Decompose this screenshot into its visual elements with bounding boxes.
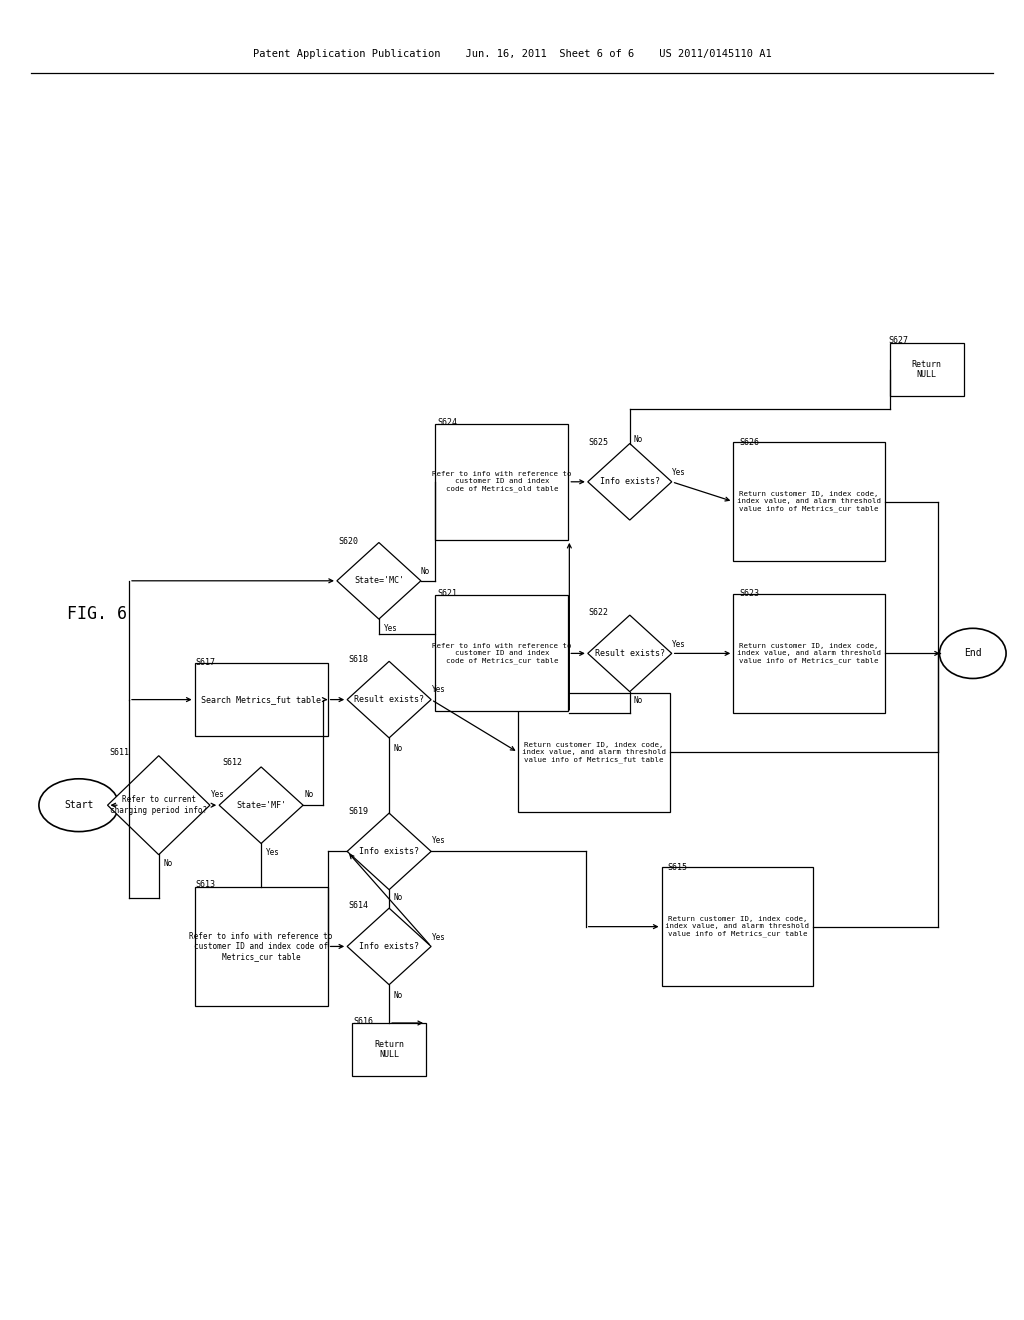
FancyBboxPatch shape <box>733 442 885 561</box>
FancyBboxPatch shape <box>518 693 670 812</box>
Text: Yes: Yes <box>672 469 686 477</box>
FancyBboxPatch shape <box>352 1023 426 1076</box>
Text: Result exists?: Result exists? <box>595 649 665 657</box>
Text: S625: S625 <box>589 438 609 446</box>
Text: Info exists?: Info exists? <box>600 478 659 486</box>
Text: S622: S622 <box>589 609 609 616</box>
Polygon shape <box>219 767 303 843</box>
Text: No: No <box>421 568 430 576</box>
Text: Return customer ID, index code,
index value, and alarm threshold
value info of M: Return customer ID, index code, index va… <box>522 742 666 763</box>
Text: Yes: Yes <box>432 933 446 941</box>
Text: S617: S617 <box>196 659 216 667</box>
Text: No: No <box>634 436 643 444</box>
FancyBboxPatch shape <box>435 595 568 711</box>
Text: S619: S619 <box>348 808 369 816</box>
Text: State='MC': State='MC' <box>354 577 403 585</box>
FancyBboxPatch shape <box>662 867 813 986</box>
Text: S615: S615 <box>668 863 688 871</box>
Text: End: End <box>964 648 982 659</box>
Text: Return customer ID, index code,
index value, and alarm threshold
value info of M: Return customer ID, index code, index va… <box>666 916 809 937</box>
Text: Result exists?: Result exists? <box>354 696 424 704</box>
Text: Refer to info with reference to
customer ID and index
code of Metrics_old table: Refer to info with reference to customer… <box>432 471 571 492</box>
Text: No: No <box>164 859 173 867</box>
Text: S614: S614 <box>348 902 369 909</box>
Text: Return customer ID, index code,
index value, and alarm threshold
value info of M: Return customer ID, index code, index va… <box>737 491 881 512</box>
Text: Yes: Yes <box>672 640 686 648</box>
Text: S616: S616 <box>353 1018 374 1026</box>
Text: No: No <box>393 894 402 902</box>
FancyBboxPatch shape <box>195 664 328 737</box>
Text: No: No <box>304 791 313 799</box>
Text: S618: S618 <box>348 656 369 664</box>
Text: S611: S611 <box>110 748 130 756</box>
Text: Return customer ID, index code,
index value, and alarm threshold
value info of M: Return customer ID, index code, index va… <box>737 643 881 664</box>
Text: Refer to info with reference to
customer ID and index
code of Metrics_cur table: Refer to info with reference to customer… <box>432 643 571 664</box>
Text: S624: S624 <box>437 418 458 426</box>
Text: State='MF': State='MF' <box>237 801 286 809</box>
FancyBboxPatch shape <box>435 424 568 540</box>
Text: S621: S621 <box>437 590 458 598</box>
FancyBboxPatch shape <box>733 594 885 713</box>
Text: Search Metrics_fut table: Search Metrics_fut table <box>201 696 322 704</box>
Text: No: No <box>393 991 402 999</box>
Text: Yes: Yes <box>432 837 446 845</box>
Text: Refer to info with reference to
customer ID and index code of
Metrics_cur table: Refer to info with reference to customer… <box>189 932 333 961</box>
Text: Info exists?: Info exists? <box>359 942 419 950</box>
Text: No: No <box>634 697 643 705</box>
Polygon shape <box>588 444 672 520</box>
Text: Return
NULL: Return NULL <box>374 1040 404 1059</box>
Text: Refer to current
charging period info?: Refer to current charging period info? <box>111 796 207 814</box>
FancyBboxPatch shape <box>195 887 328 1006</box>
Polygon shape <box>347 661 431 738</box>
Ellipse shape <box>940 628 1006 678</box>
Text: Yes: Yes <box>266 849 281 857</box>
Text: Yes: Yes <box>384 624 398 632</box>
Text: Info exists?: Info exists? <box>359 847 419 855</box>
Polygon shape <box>108 755 210 855</box>
Polygon shape <box>347 813 431 890</box>
Text: No: No <box>393 744 402 752</box>
Text: FIG. 6: FIG. 6 <box>68 605 127 623</box>
Text: Yes: Yes <box>432 685 446 693</box>
Text: S626: S626 <box>739 438 760 446</box>
Polygon shape <box>347 908 431 985</box>
FancyBboxPatch shape <box>890 343 964 396</box>
Polygon shape <box>337 543 421 619</box>
Text: S620: S620 <box>338 537 358 545</box>
Ellipse shape <box>39 779 119 832</box>
Text: S612: S612 <box>222 759 243 767</box>
Text: S627: S627 <box>889 337 909 345</box>
Text: Patent Application Publication    Jun. 16, 2011  Sheet 6 of 6    US 2011/0145110: Patent Application Publication Jun. 16, … <box>253 49 771 59</box>
Text: Yes: Yes <box>211 791 225 799</box>
Text: Return
NULL: Return NULL <box>911 360 942 379</box>
Text: Start: Start <box>65 800 93 810</box>
Polygon shape <box>588 615 672 692</box>
Text: S613: S613 <box>196 880 216 888</box>
Text: S623: S623 <box>739 590 760 598</box>
